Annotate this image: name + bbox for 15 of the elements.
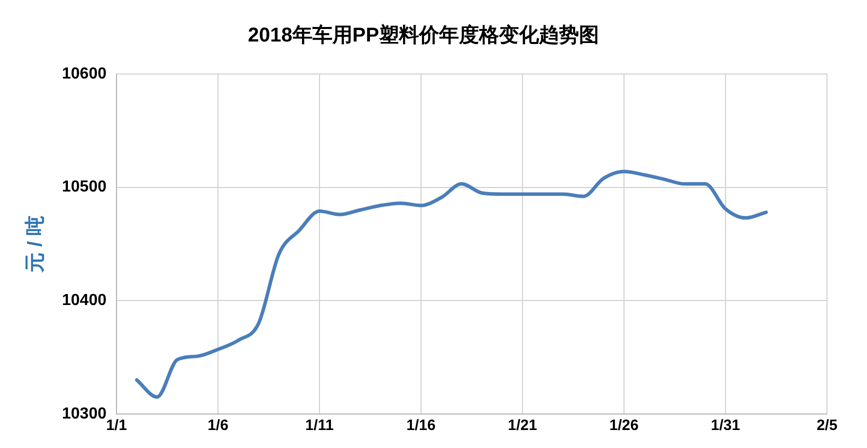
y-tick-label: 10500 bbox=[62, 178, 107, 196]
x-tick-label: 1/31 bbox=[710, 417, 740, 434]
y-axis-title: 元 / 吨 bbox=[24, 216, 47, 274]
x-tick-label: 1/1 bbox=[106, 417, 127, 434]
line-series bbox=[135, 170, 768, 399]
y-tick-label: 10400 bbox=[62, 292, 107, 310]
x-tick-label: 1/21 bbox=[508, 417, 538, 434]
x-tick-label: 1/26 bbox=[609, 417, 639, 434]
x-tick-label: 1/16 bbox=[406, 417, 436, 434]
y-tick-label: 10300 bbox=[62, 405, 107, 422]
chart-title: 2018年车用PP塑料价年度格变化趋势图 bbox=[248, 24, 600, 47]
x-tick-label: 2/5 bbox=[816, 417, 838, 434]
x-tick-label: 1/6 bbox=[208, 417, 228, 434]
y-tick-label: 10600 bbox=[62, 65, 107, 82]
x-tick-label: 1/11 bbox=[305, 417, 334, 434]
